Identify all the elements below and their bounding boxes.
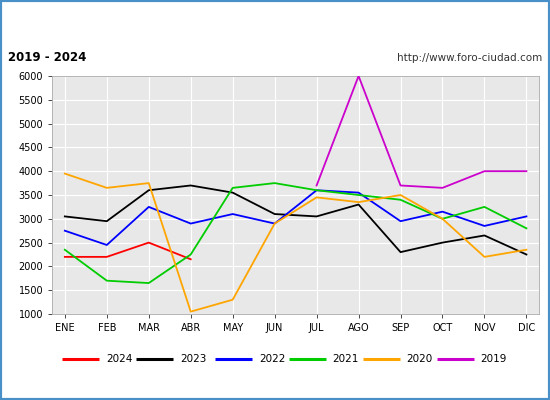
Text: 2024: 2024 [106,354,133,364]
Text: 2022: 2022 [259,354,285,364]
Text: http://www.foro-ciudad.com: http://www.foro-ciudad.com [397,53,542,63]
Text: 2023: 2023 [180,354,207,364]
Text: 2021: 2021 [333,354,359,364]
Text: 2019 - 2024: 2019 - 2024 [8,51,87,64]
Text: Evolucion Nº Turistas Nacionales en el municipio de Cervera: Evolucion Nº Turistas Nacionales en el m… [50,14,501,28]
Text: 2019: 2019 [481,354,507,364]
Text: 2020: 2020 [406,354,433,364]
